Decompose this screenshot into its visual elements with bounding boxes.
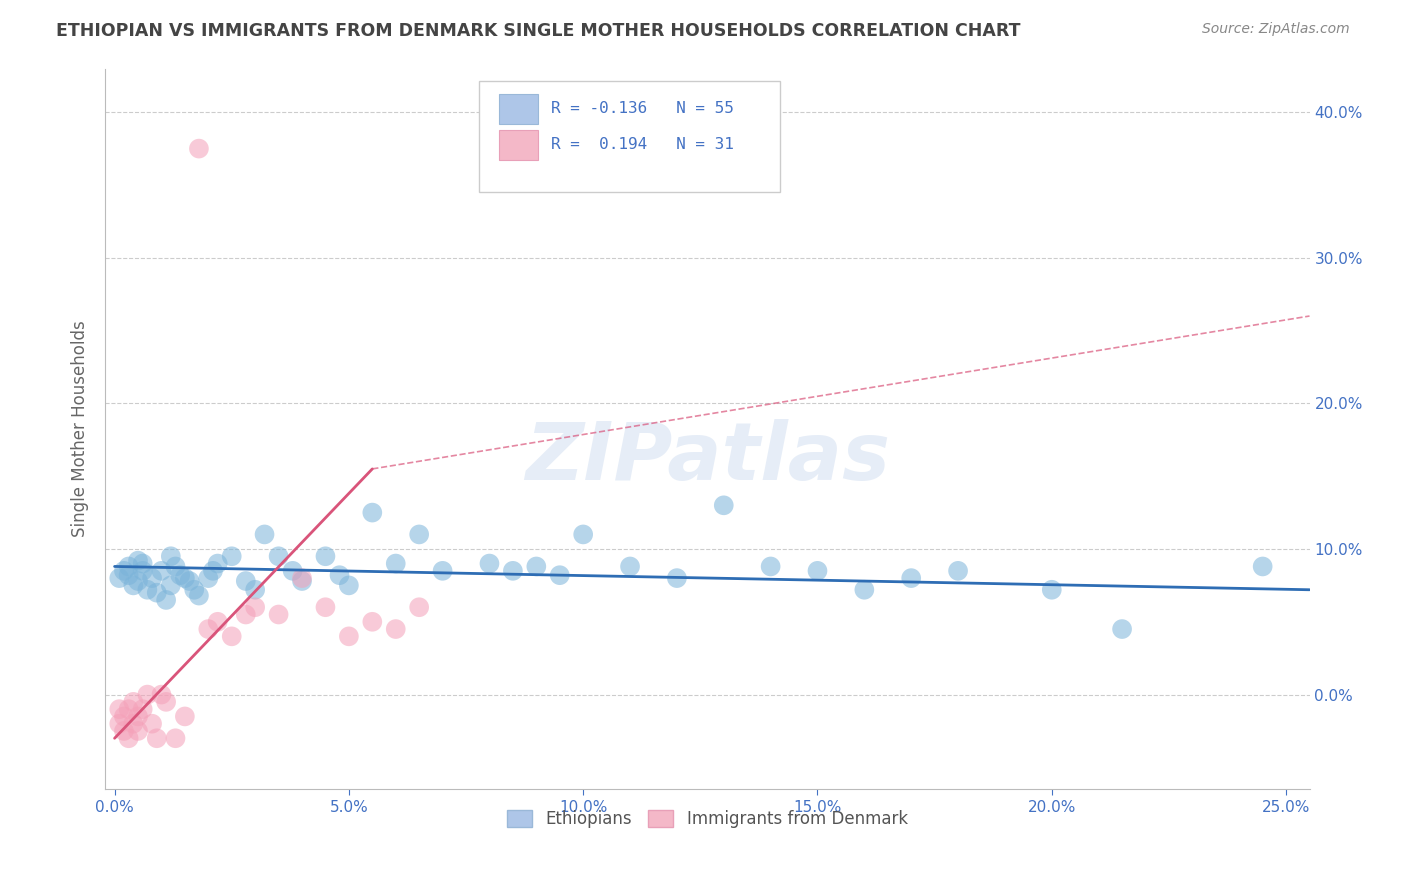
- Point: [127, 554, 149, 568]
- Bar: [499, 129, 537, 160]
- Text: ZIPatlas: ZIPatlas: [524, 418, 890, 497]
- Point: [122, 716, 145, 731]
- Point: [548, 568, 571, 582]
- Text: ETHIOPIAN VS IMMIGRANTS FROM DENMARK SINGLE MOTHER HOUSEHOLDS CORRELATION CHART: ETHIOPIAN VS IMMIGRANTS FROM DENMARK SIN…: [56, 22, 1021, 40]
- Point: [127, 709, 149, 723]
- Point: [314, 549, 336, 564]
- Point: [408, 600, 430, 615]
- Point: [291, 571, 314, 585]
- Point: [112, 564, 135, 578]
- Point: [221, 629, 243, 643]
- Point: [361, 615, 384, 629]
- Point: [665, 571, 688, 585]
- Point: [384, 622, 406, 636]
- Point: [1111, 622, 1133, 636]
- Point: [759, 559, 782, 574]
- Point: [127, 723, 149, 738]
- Text: Source: ZipAtlas.com: Source: ZipAtlas.com: [1202, 22, 1350, 37]
- Point: [165, 731, 187, 746]
- Point: [235, 607, 257, 622]
- Point: [337, 578, 360, 592]
- Point: [179, 574, 201, 588]
- Point: [806, 564, 828, 578]
- Point: [117, 568, 139, 582]
- Point: [384, 557, 406, 571]
- Point: [155, 695, 177, 709]
- Bar: [499, 94, 537, 124]
- Text: R =  0.194   N = 31: R = 0.194 N = 31: [551, 137, 734, 153]
- Point: [619, 559, 641, 574]
- Point: [145, 731, 167, 746]
- Point: [253, 527, 276, 541]
- Point: [314, 600, 336, 615]
- Point: [243, 582, 266, 597]
- Point: [150, 564, 173, 578]
- Point: [197, 571, 219, 585]
- Point: [267, 549, 290, 564]
- Point: [1040, 582, 1063, 597]
- Point: [267, 607, 290, 622]
- Point: [201, 564, 224, 578]
- Legend: Ethiopians, Immigrants from Denmark: Ethiopians, Immigrants from Denmark: [501, 804, 914, 835]
- Point: [572, 527, 595, 541]
- Point: [131, 564, 153, 578]
- Point: [281, 564, 304, 578]
- Point: [141, 571, 163, 585]
- Point: [187, 142, 209, 156]
- Point: [165, 559, 187, 574]
- Point: [502, 564, 524, 578]
- Point: [117, 702, 139, 716]
- Point: [337, 629, 360, 643]
- Point: [145, 585, 167, 599]
- Point: [127, 574, 149, 588]
- Point: [159, 578, 181, 592]
- Point: [122, 578, 145, 592]
- Point: [150, 688, 173, 702]
- Point: [1251, 559, 1274, 574]
- Y-axis label: Single Mother Households: Single Mother Households: [72, 320, 89, 537]
- Point: [900, 571, 922, 585]
- Point: [235, 574, 257, 588]
- Point: [108, 571, 131, 585]
- Point: [112, 709, 135, 723]
- Point: [221, 549, 243, 564]
- Point: [946, 564, 969, 578]
- Point: [141, 716, 163, 731]
- Point: [713, 498, 735, 512]
- Point: [122, 695, 145, 709]
- Point: [155, 593, 177, 607]
- Point: [291, 574, 314, 588]
- Point: [187, 589, 209, 603]
- Point: [408, 527, 430, 541]
- Point: [136, 582, 159, 597]
- Point: [131, 557, 153, 571]
- Point: [183, 582, 205, 597]
- Point: [173, 709, 195, 723]
- Point: [112, 723, 135, 738]
- Point: [207, 557, 229, 571]
- FancyBboxPatch shape: [478, 81, 779, 193]
- Point: [117, 559, 139, 574]
- Point: [108, 716, 131, 731]
- Point: [108, 702, 131, 716]
- Point: [853, 582, 876, 597]
- Point: [361, 506, 384, 520]
- Point: [197, 622, 219, 636]
- Point: [117, 731, 139, 746]
- Point: [169, 568, 191, 582]
- Point: [159, 549, 181, 564]
- Point: [131, 702, 153, 716]
- Point: [173, 571, 195, 585]
- Point: [478, 557, 501, 571]
- Point: [136, 688, 159, 702]
- Point: [524, 559, 547, 574]
- Point: [432, 564, 454, 578]
- Point: [207, 615, 229, 629]
- Point: [243, 600, 266, 615]
- Text: R = -0.136   N = 55: R = -0.136 N = 55: [551, 102, 734, 116]
- Point: [328, 568, 350, 582]
